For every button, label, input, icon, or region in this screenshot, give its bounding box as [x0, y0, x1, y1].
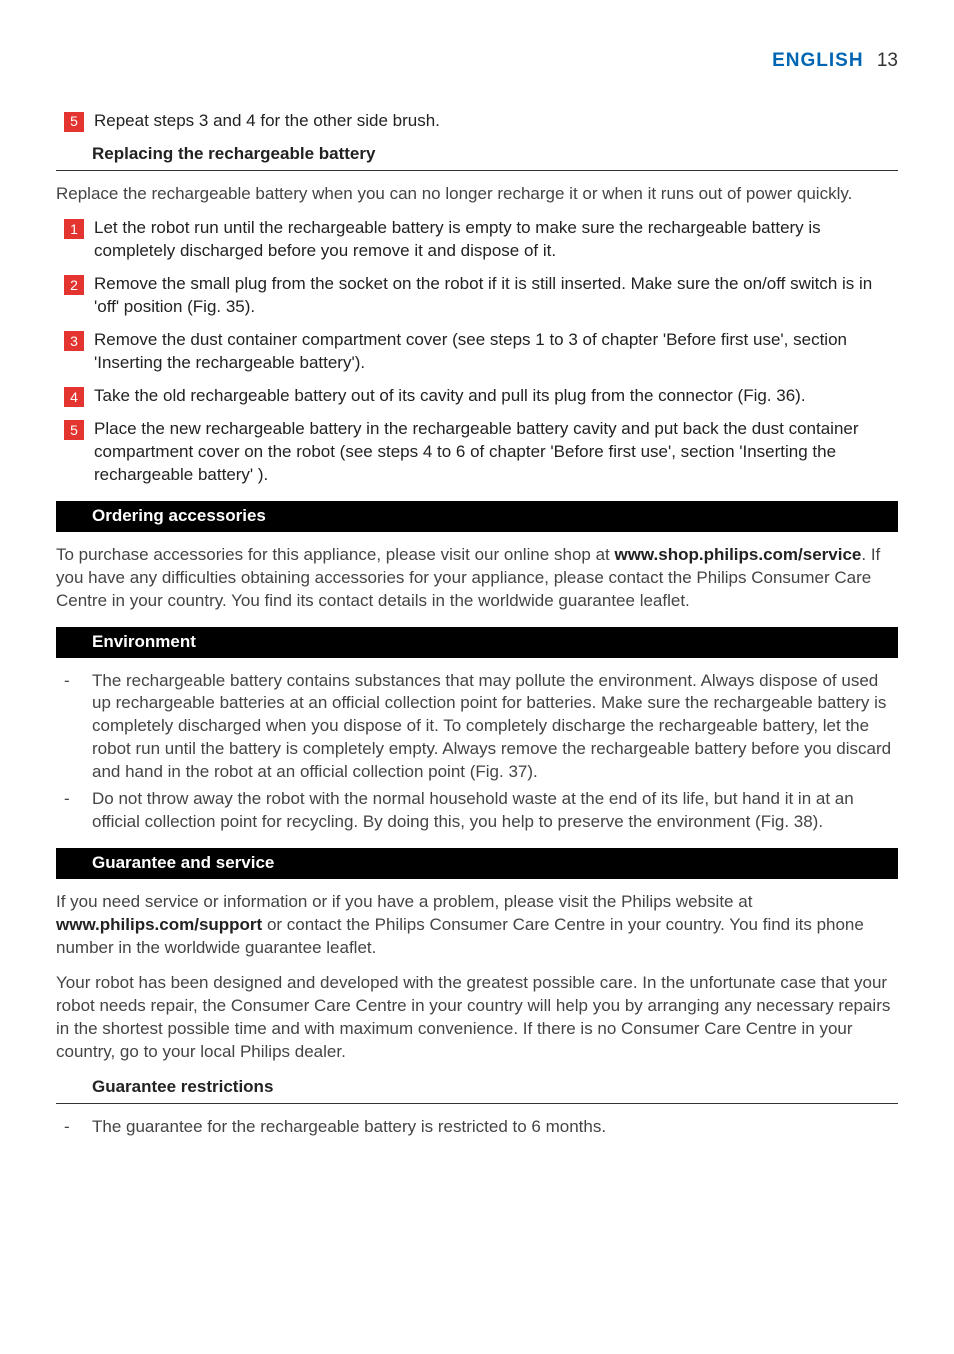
section-heading-bar: Environment — [56, 627, 898, 658]
bullet-dash: - — [56, 670, 92, 693]
step-text: Remove the dust container compartment co… — [94, 329, 898, 375]
step-badge: 4 — [64, 387, 84, 407]
bullet-text: The rechargeable battery contains substa… — [92, 670, 898, 785]
page-number: 13 — [877, 50, 898, 71]
bullet-text: The guarantee for the rechargeable batte… — [92, 1116, 898, 1139]
link-text: www.shop.philips.com/service — [614, 545, 861, 564]
bullet-dash: - — [56, 788, 92, 811]
step-text: Place the new rechargeable battery in th… — [94, 418, 898, 487]
step-row: 1 Let the robot run until the rechargeab… — [56, 217, 898, 263]
step-row: 2 Remove the small plug from the socket … — [56, 273, 898, 319]
step-row: 3 Remove the dust container compartment … — [56, 329, 898, 375]
text-run: If you need service or information or if… — [56, 892, 752, 911]
bullet-dash: - — [56, 1116, 92, 1139]
step-row: 4 Take the old rechargeable battery out … — [56, 385, 898, 408]
step-text: Remove the small plug from the socket on… — [94, 273, 898, 319]
subsection-heading: Guarantee restrictions — [56, 1076, 898, 1104]
paragraph: Your robot has been designed and develop… — [56, 972, 898, 1064]
language-label: ENGLISH — [772, 50, 863, 71]
step-row: 5 Place the new rechargeable battery in … — [56, 418, 898, 487]
paragraph: To purchase accessories for this applian… — [56, 544, 898, 613]
list-item: - Do not throw away the robot with the n… — [56, 788, 898, 834]
paragraph: If you need service or information or if… — [56, 891, 898, 960]
subsection-heading: Replacing the rechargeable battery — [56, 143, 898, 171]
text-run: To purchase accessories for this applian… — [56, 545, 614, 564]
step-badge: 5 — [64, 420, 84, 440]
step-badge: 5 — [64, 112, 84, 132]
paragraph: Replace the rechargeable battery when yo… — [56, 183, 898, 206]
step-text: Let the robot run until the rechargeable… — [94, 217, 898, 263]
step-text: Take the old rechargeable battery out of… — [94, 385, 898, 408]
list-item: - The rechargeable battery contains subs… — [56, 670, 898, 785]
section-heading-bar: Guarantee and service — [56, 848, 898, 879]
step-badge: 1 — [64, 219, 84, 239]
section-heading-bar: Ordering accessories — [56, 501, 898, 532]
step-badge: 2 — [64, 275, 84, 295]
link-text: www.philips.com/support — [56, 915, 262, 934]
step-row: 5 Repeat steps 3 and 4 for the other sid… — [56, 110, 898, 133]
step-text: Repeat steps 3 and 4 for the other side … — [94, 110, 898, 133]
bullet-text: Do not throw away the robot with the nor… — [92, 788, 898, 834]
page-header: ENGLISH 13 — [56, 48, 898, 74]
list-item: - The guarantee for the rechargeable bat… — [56, 1116, 898, 1139]
step-badge: 3 — [64, 331, 84, 351]
